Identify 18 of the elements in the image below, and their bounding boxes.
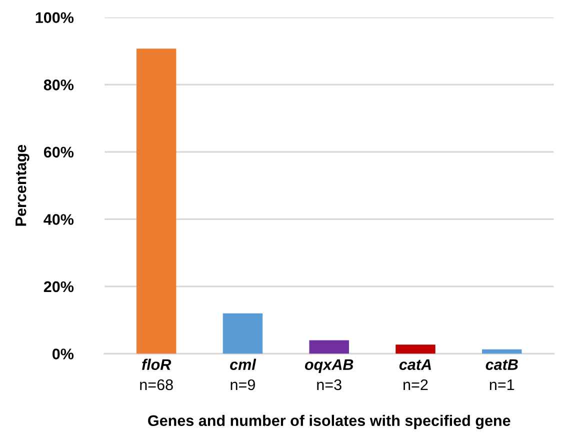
x-tick-label: floR n=68 (140, 358, 173, 390)
y-tick-label: 0% (52, 348, 74, 360)
bar (222, 313, 263, 354)
x-tick-label: oqxAB n=3 (304, 359, 354, 390)
y-tick-label: 40% (44, 214, 74, 225)
bar (136, 48, 176, 354)
bar (482, 349, 522, 354)
x-axis-title: Genes and number of isolates with specified gene (148, 414, 510, 430)
y-tick-label: 20% (44, 281, 74, 292)
y-axis-title: Percentage (16, 144, 30, 226)
x-tick-label: cml n=9 (230, 358, 256, 390)
y-tick-label: 60% (44, 146, 74, 158)
x-tick-label: catB n=1 (486, 359, 518, 390)
y-tick-label: 80% (44, 80, 74, 90)
bar (309, 340, 349, 354)
bar (396, 344, 436, 354)
y-tick-label: 100% (36, 12, 74, 24)
x-tick-label: catA n=2 (399, 359, 431, 390)
